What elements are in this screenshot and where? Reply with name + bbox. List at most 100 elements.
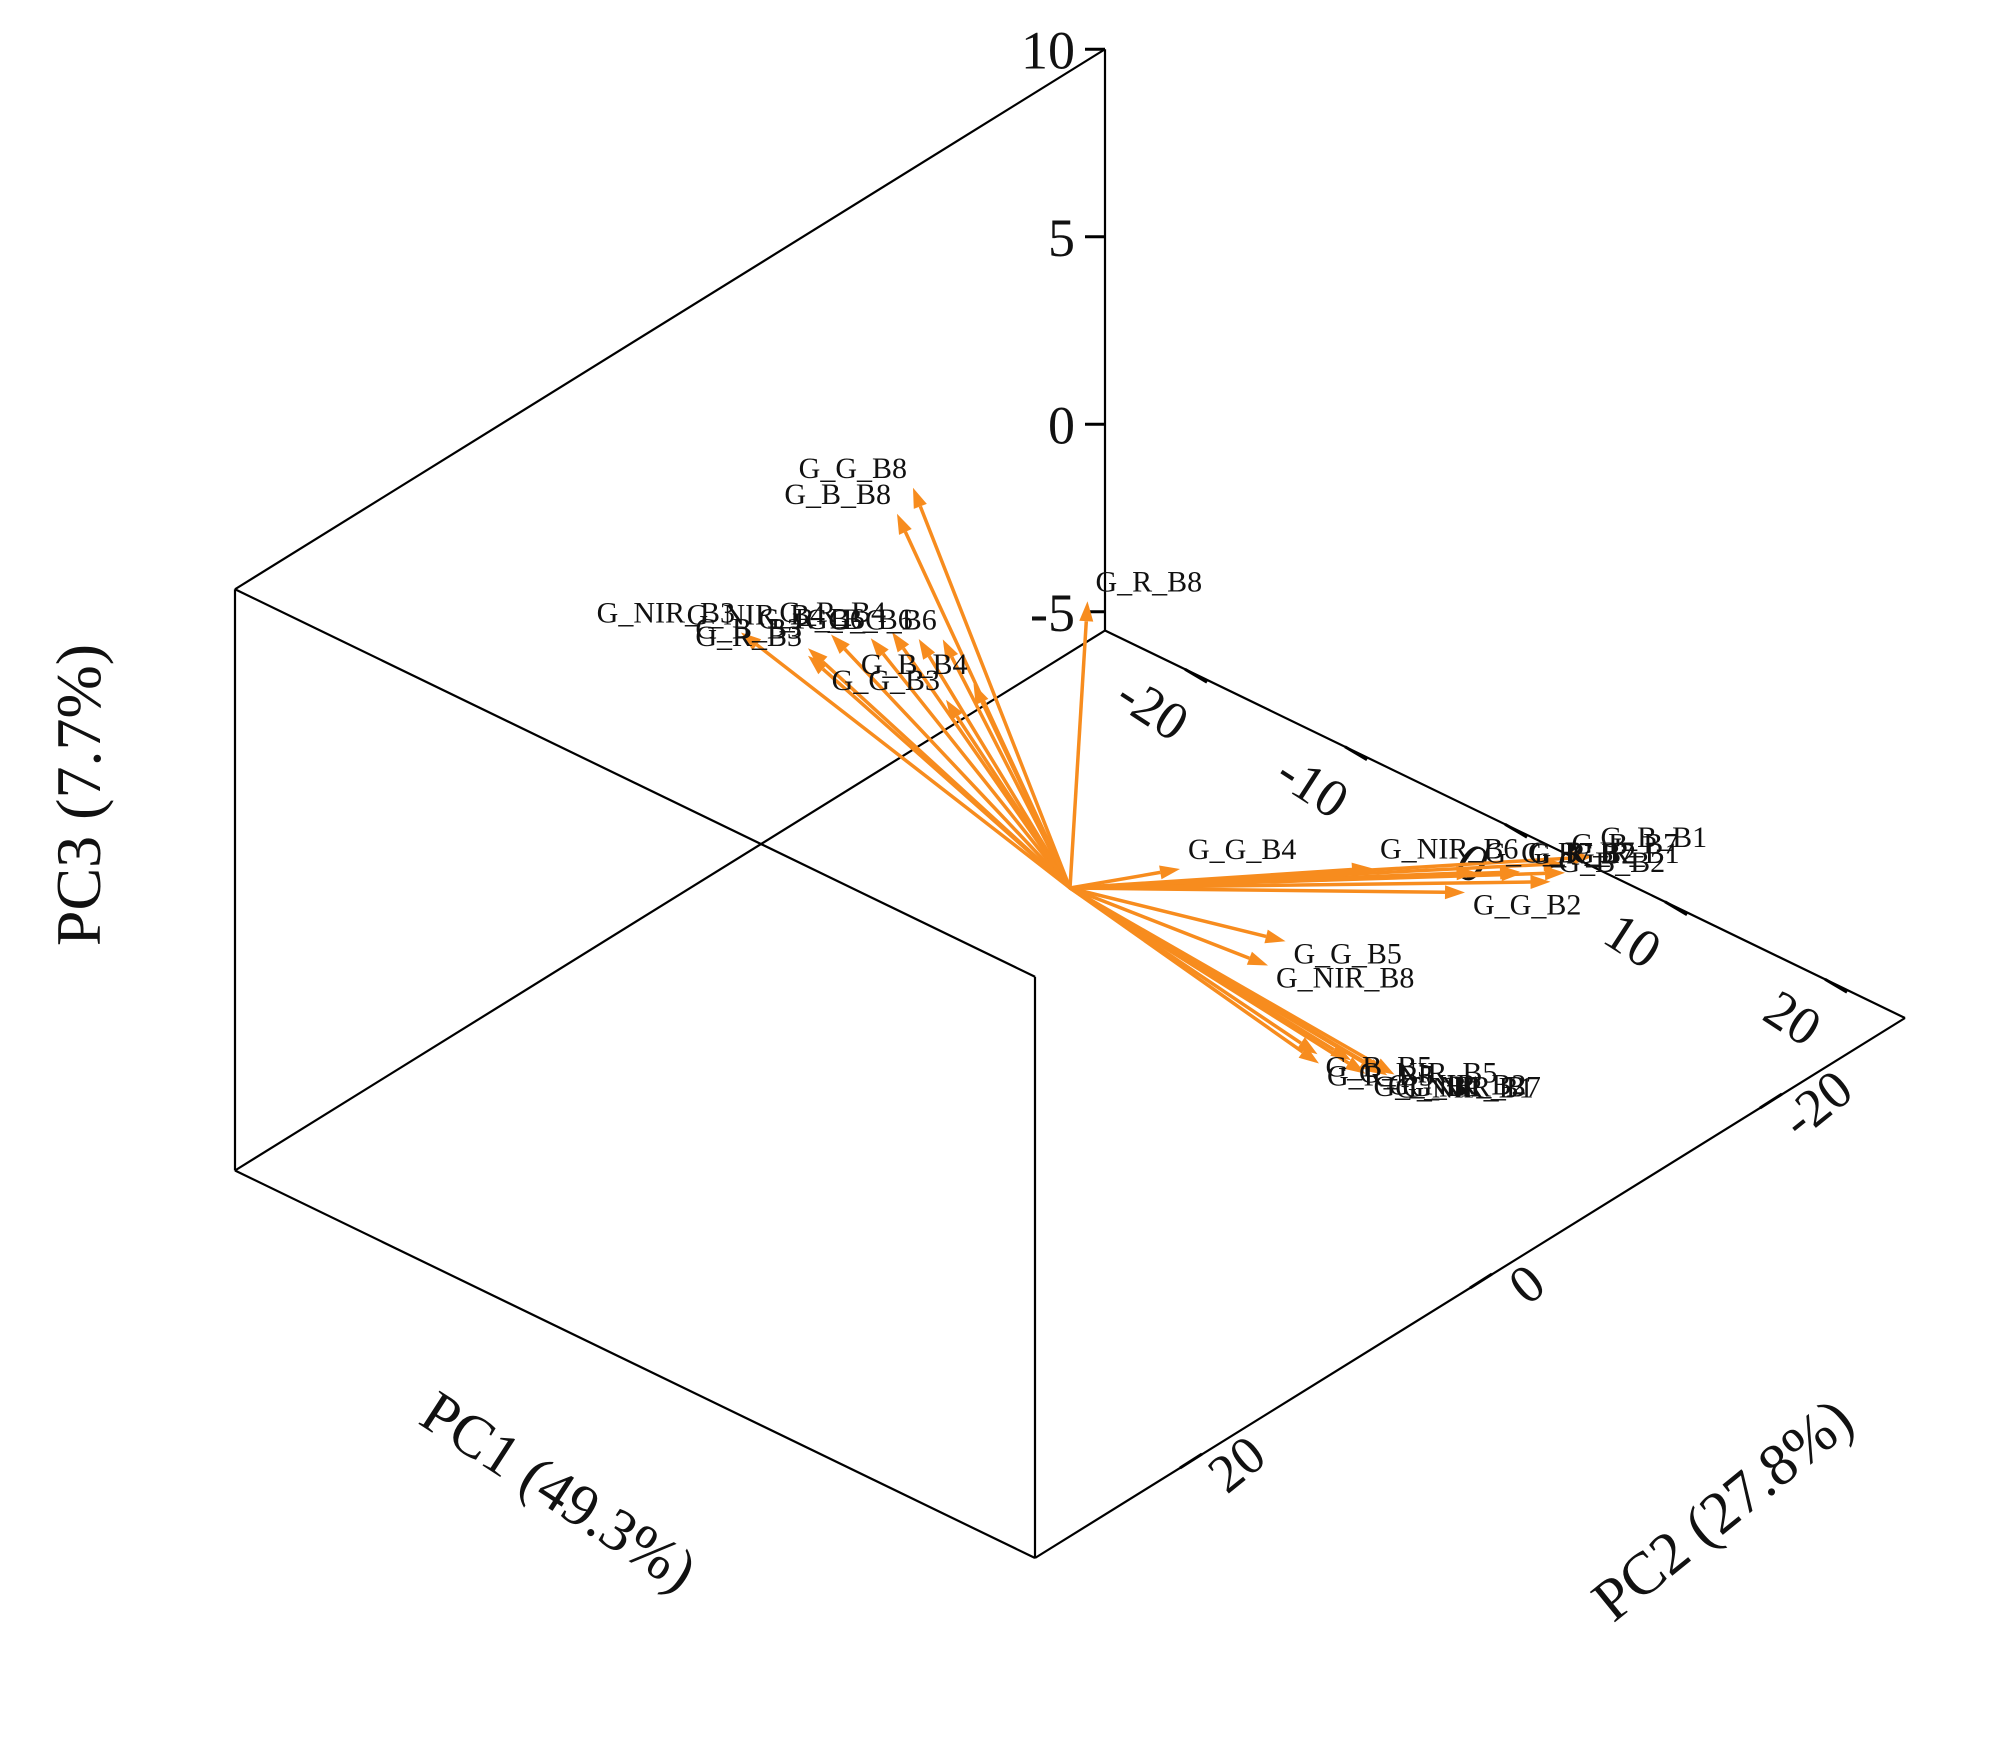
x-tick-label: -10 [1266, 741, 1359, 831]
axis-titles: PC1 (49.3%) PC2 (27.8%) PC3 (7.7%) [43, 644, 1865, 1634]
y-tick-label: -20 [1770, 1058, 1864, 1150]
vector-shaft [918, 505, 1072, 889]
vector-arrowhead [1159, 865, 1180, 880]
vector-shaft [1068, 621, 1089, 889]
vector-label: G_B_B8 [784, 478, 891, 511]
z-tick-label: 5 [1048, 208, 1075, 268]
vector-arrowhead [1444, 885, 1465, 900]
vector-label: G_G_B8 [799, 452, 907, 485]
y-tick [1469, 1272, 1493, 1290]
x-tick [1504, 822, 1528, 839]
vector-arrowhead [1344, 1057, 1366, 1074]
box-floor-back-right-edge [234, 1169, 1036, 1559]
vector-arrowhead [897, 513, 912, 535]
vector-arrowhead [808, 648, 828, 667]
vector-label: G_R_B4 [779, 596, 886, 629]
vector-label: G_B_B3 [695, 612, 802, 645]
vector-label: G_NIR_B6 [1380, 832, 1518, 865]
vector-arrowhead [870, 638, 889, 659]
vector-arrowhead [1264, 929, 1286, 944]
vector-label: G_G_B5 [1294, 937, 1402, 970]
vector-label: G_R_B6 [758, 602, 865, 635]
x-tick [1664, 900, 1688, 917]
vector-shaft [901, 647, 1072, 889]
vector-arrowhead [892, 632, 910, 653]
vector-label: G_G_B2 [1473, 889, 1581, 922]
vector-labels: G_G_B8G_B_B8 G_R_B8 G_G_B6G_B_B6G_R_B6 G_G_… [597, 452, 1708, 1105]
vector-label: G_B_B6 [806, 603, 913, 636]
vector-shaft [1069, 886, 1267, 939]
vector-arrowhead [1572, 850, 1593, 865]
vector-arrowhead [942, 639, 959, 661]
vector-label: G_NIR_B7 [1403, 1071, 1541, 1104]
vector-label: G_NIR_B3 [597, 597, 735, 630]
plot-box [233, 48, 1906, 1559]
box-top-left-edge [234, 48, 1106, 591]
x-tick-label: -20 [1106, 663, 1199, 753]
x-tick [1184, 667, 1208, 684]
vector-arrowhead [1373, 1058, 1395, 1075]
vector-label: G_B_B5 [1326, 1050, 1433, 1083]
vector-label: G_B_B7 [1572, 828, 1679, 861]
vector-label: G_NIR_B8 [1276, 962, 1414, 995]
vector-arrowhead [918, 639, 936, 660]
z-tick-label: -5 [1030, 583, 1075, 643]
vector-label: G_G_B6 [828, 603, 936, 636]
vector-shaft [1069, 880, 1531, 890]
y-axis-title: PC2 (27.8%) [1580, 1385, 1865, 1633]
vector-arrowhead [831, 634, 850, 654]
y-tick [1759, 1092, 1783, 1110]
vector-shaft [755, 643, 1072, 890]
vector-shaft [1069, 886, 1379, 1067]
vector-shaft [843, 647, 1072, 890]
y-tick [1179, 1452, 1203, 1470]
vector-arrowhead [1246, 951, 1268, 966]
vector-label: G_NIR_B4 [687, 599, 825, 632]
x-tick [1824, 977, 1848, 994]
vector-label: G_G_B3 [832, 664, 940, 697]
vector-arrowhead [1296, 1037, 1318, 1055]
y-tick-label: 20 [1197, 1424, 1277, 1505]
vector-arrowhead [741, 632, 762, 651]
vector-shaft [1069, 886, 1302, 1045]
vector-label: G_NIR_B1 [1395, 1071, 1533, 1104]
vector-arrowhead [808, 655, 828, 675]
vector-arrowhead [1530, 875, 1551, 890]
vector-label: G_NIR_B2 [1388, 1068, 1526, 1101]
vector-label: G_R_B3 [695, 620, 802, 653]
vector-label: G_R_B8 [1096, 565, 1203, 598]
vector-label: G_B_B2 [1559, 846, 1666, 879]
z-axis-title: PC3 (7.7%) [43, 644, 114, 946]
box-floor-back-left-edge [234, 629, 1106, 1172]
z-tick-label: 10 [1021, 20, 1075, 80]
vector-shaft [980, 701, 1072, 889]
vector-arrowhead [1079, 601, 1094, 622]
vector-arrowhead [1544, 866, 1565, 881]
x-tick-label: 20 [1754, 978, 1832, 1058]
vector-label: G_G_B1 [1374, 1070, 1482, 1103]
vector-label: G_NIR_B5 [1359, 1056, 1497, 1089]
vector-label: G_R_B7 [1528, 836, 1635, 869]
vector-label: G_R_B5 [1327, 1060, 1434, 1093]
vector-label: G_R_B1 [1573, 837, 1680, 870]
box-top-right-edge [234, 588, 1036, 978]
x-axis-title: PC1 (49.3%) [410, 1378, 709, 1604]
vector-shaft [821, 667, 1072, 890]
vector-shaft [1069, 856, 1573, 890]
vector-label: G_B_B4 [861, 648, 968, 681]
vector-shaft [881, 652, 1072, 890]
vector-label: G_B_B1 [1601, 821, 1708, 854]
x-tick [1344, 745, 1368, 762]
x-tick-label: 10 [1594, 901, 1672, 981]
y-tick-label: 0 [1497, 1252, 1556, 1316]
vector-arrowhead [973, 683, 989, 705]
loading-vectors [741, 487, 1593, 1076]
vector-label: G_G_B7 [1485, 837, 1593, 870]
vector-shaft [1069, 886, 1251, 960]
vector-label: G_R_B2 [1530, 838, 1637, 871]
vector-arrowhead [913, 487, 927, 509]
z-tick-label: 0 [1048, 395, 1075, 455]
